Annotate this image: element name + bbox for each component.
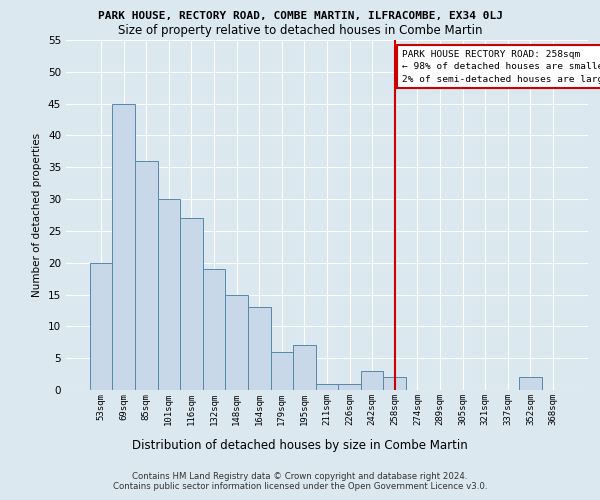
- Bar: [383, 378, 406, 390]
- Bar: [158, 199, 180, 390]
- Bar: [90, 262, 112, 390]
- Text: PARK HOUSE, RECTORY ROAD, COMBE MARTIN, ILFRACOMBE, EX34 0LJ: PARK HOUSE, RECTORY ROAD, COMBE MARTIN, …: [97, 11, 503, 21]
- Text: Size of property relative to detached houses in Combe Martin: Size of property relative to detached ho…: [118, 24, 482, 37]
- Bar: [180, 218, 203, 390]
- Bar: [135, 161, 158, 390]
- Text: PARK HOUSE RECTORY ROAD: 258sqm
← 98% of detached houses are smaller (222)
2% of: PARK HOUSE RECTORY ROAD: 258sqm ← 98% of…: [401, 50, 600, 84]
- Bar: [338, 384, 361, 390]
- Bar: [203, 269, 226, 390]
- Text: Contains public sector information licensed under the Open Government Licence v3: Contains public sector information licen…: [113, 482, 487, 491]
- Bar: [226, 294, 248, 390]
- Bar: [112, 104, 135, 390]
- Bar: [519, 378, 542, 390]
- Bar: [248, 308, 271, 390]
- Bar: [316, 384, 338, 390]
- Text: Contains HM Land Registry data © Crown copyright and database right 2024.: Contains HM Land Registry data © Crown c…: [132, 472, 468, 481]
- Text: Distribution of detached houses by size in Combe Martin: Distribution of detached houses by size …: [132, 440, 468, 452]
- Bar: [293, 346, 316, 390]
- Bar: [361, 371, 383, 390]
- Bar: [271, 352, 293, 390]
- Y-axis label: Number of detached properties: Number of detached properties: [32, 133, 43, 297]
